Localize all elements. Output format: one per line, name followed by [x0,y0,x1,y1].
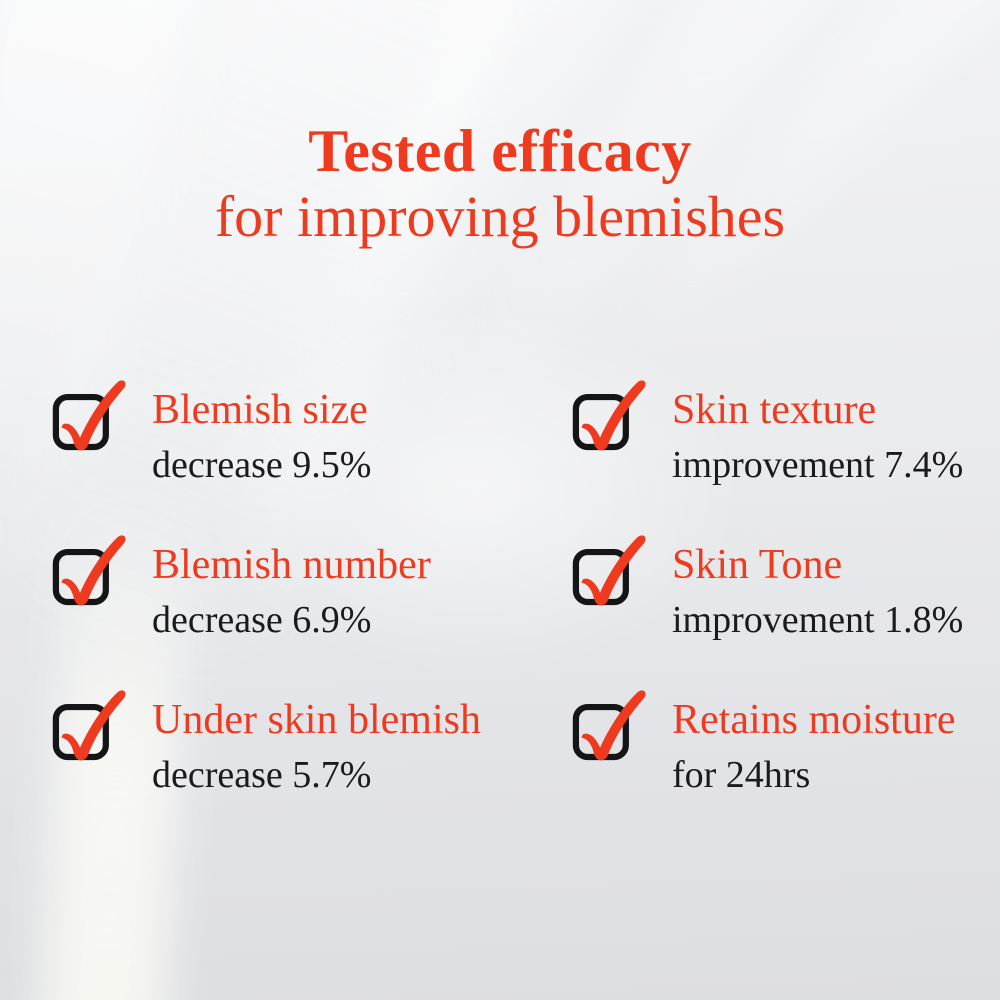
claim-item: Blemish number decrease 6.9% [52,535,572,696]
claim-text: Blemish size decrease 9.5% [152,386,371,489]
claim-item: Skin texture improvement 7.4% [572,380,963,541]
claims-column-left: Blemish size decrease 9.5% Blemish numbe… [52,380,572,851]
claim-label: Under skin blemish [152,697,481,743]
claim-detail: improvement 1.8% [672,599,964,642]
claim-item: Under skin blemish decrease 5.7% [52,690,572,851]
checked-checkbox-icon [52,535,126,606]
claim-item: Retains moisture for 24hrs [572,690,962,851]
checked-checkbox-icon [572,690,646,761]
claim-label: Blemish size [152,387,368,433]
claim-detail: decrease 6.9% [152,599,372,642]
claim-detail: decrease 9.5% [152,444,372,487]
claim-text: Skin Tone improvement 1.8% [672,541,963,644]
claim-label: Skin texture [672,387,877,433]
claim-text: Blemish number decrease 6.9% [152,541,431,644]
checked-checkbox-icon [52,690,126,761]
claim-label: Retains moisture [672,697,956,743]
page-title: Tested efficacy [308,118,692,184]
checked-checkbox-icon [572,380,646,451]
claim-text: Skin texture improvement 7.4% [672,386,963,489]
checked-checkbox-icon [572,535,646,606]
claim-detail: for 24hrs [672,754,811,797]
claim-item: Skin Tone improvement 1.8% [572,535,963,696]
page-subtitle: for improving blemishes [214,184,786,249]
checked-checkbox-icon [52,380,126,451]
claim-detail: decrease 5.7% [152,754,372,797]
claim-label: Blemish number [152,542,431,588]
headline: Tested efficacy for improving blemishes [0,118,1000,251]
claim-item: Blemish size decrease 9.5% [52,380,572,541]
claim-text: Retains moisture for 24hrs [672,696,955,799]
claims-column-right: Skin texture improvement 7.4% Skin Tone … [572,380,963,851]
claims-grid: Blemish size decrease 9.5% Blemish numbe… [52,380,963,851]
claim-detail: improvement 7.4% [672,444,964,487]
claim-label: Skin Tone [672,542,843,588]
claim-text: Under skin blemish decrease 5.7% [152,696,481,799]
